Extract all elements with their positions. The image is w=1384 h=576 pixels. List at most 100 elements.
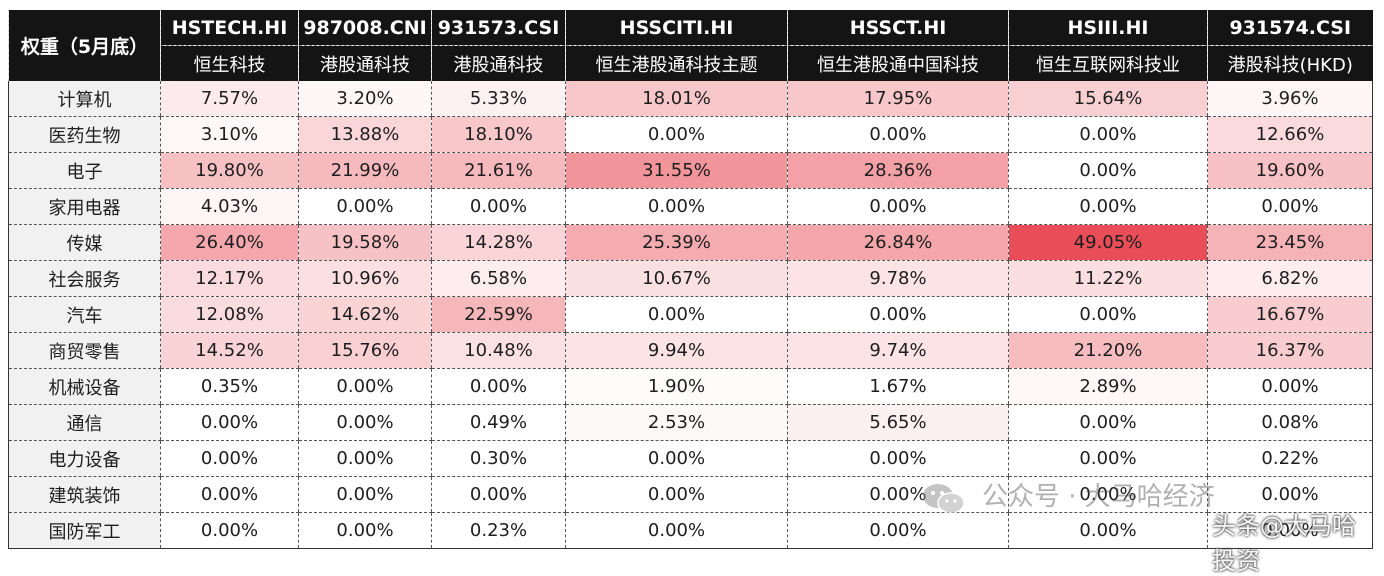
industry-label: 社会服务: [8, 260, 161, 297]
weight-cell: 5.33%: [431, 81, 566, 117]
industry-label: 机械设备: [8, 368, 161, 405]
weight-cell: 0.00%: [298, 368, 432, 405]
weight-cell: 0.00%: [1207, 512, 1373, 549]
column-name: 港股通科技: [298, 45, 432, 81]
weight-cell: 17.95%: [787, 81, 1009, 117]
table-row: 医药生物 3.10% 13.88% 18.10% 0.00% 0.00% 0.00% 12.6…: [8, 116, 1373, 153]
industry-label: 医药生物: [8, 116, 161, 153]
weight-cell: 21.20%: [1008, 332, 1208, 369]
weight-cell: 3.20%: [298, 81, 432, 117]
column-name: 港股科技(HKD): [1207, 45, 1373, 81]
weight-cell: 21.61%: [431, 152, 566, 189]
weight-cell: 5.65%: [787, 404, 1009, 441]
weight-cell: 0.00%: [1008, 476, 1208, 513]
industry-label: 电力设备: [8, 440, 161, 477]
table-row: 社会服务 12.17% 10.96% 6.58% 10.67% 9.78% 11.22% 6.…: [8, 260, 1373, 297]
weight-cell: 19.58%: [298, 224, 432, 261]
weight-table-container: 权重（5月底） HSTECH.HI 987008.CNI 931573.CSI …: [8, 10, 1373, 549]
weight-cell: 0.08%: [1207, 404, 1373, 441]
corner-label: 权重（5月底）: [8, 10, 161, 81]
table-row: 电力设备 0.00% 0.00% 0.30% 0.00% 0.00% 0.00% 0.22%: [8, 440, 1373, 477]
table-row: 家用电器 4.03% 0.00% 0.00% 0.00% 0.00% 0.00% 0.00%: [8, 188, 1373, 225]
weight-cell: 0.00%: [431, 368, 566, 405]
industry-label: 计算机: [8, 81, 161, 117]
weight-cell: 19.60%: [1207, 152, 1373, 189]
weight-cell: 0.30%: [431, 440, 566, 477]
weight-cell: 2.89%: [1008, 368, 1208, 405]
weight-cell: 14.62%: [298, 296, 432, 333]
weight-cell: 28.36%: [787, 152, 1009, 189]
weight-cell: 7.57%: [160, 81, 299, 117]
industry-label: 商贸零售: [8, 332, 161, 369]
table-row: 建筑装饰 0.00% 0.00% 0.00% 0.00% 0.00% 0.00% 0.00%: [8, 476, 1373, 513]
weight-cell: 6.82%: [1207, 260, 1373, 297]
weight-cell: 0.00%: [787, 476, 1009, 513]
weight-cell: 0.00%: [787, 296, 1009, 333]
weight-cell: 26.40%: [160, 224, 299, 261]
weight-cell: 0.00%: [160, 440, 299, 477]
weight-cell: 0.00%: [1008, 152, 1208, 189]
weight-cell: 0.00%: [565, 116, 788, 153]
table-row: 汽车 12.08% 14.62% 22.59% 0.00% 0.00% 0.00% 16.67…: [8, 296, 1373, 333]
weight-cell: 19.80%: [160, 152, 299, 189]
weight-cell: 9.94%: [565, 332, 788, 369]
weight-cell: 0.00%: [160, 512, 299, 549]
table-row: 通信 0.00% 0.00% 0.49% 2.53% 5.65% 0.00% 0.08%: [8, 404, 1373, 441]
weight-cell: 0.00%: [1207, 476, 1373, 513]
table-row: 商贸零售 14.52% 15.76% 10.48% 9.94% 9.74% 21.20% 16…: [8, 332, 1373, 369]
industry-label: 电子: [8, 152, 161, 189]
weight-cell: 0.00%: [298, 512, 432, 549]
weight-cell: 0.00%: [298, 476, 432, 513]
weight-cell: 0.00%: [565, 188, 788, 225]
column-code: HSIII.HI: [1008, 10, 1208, 46]
weight-cell: 2.53%: [565, 404, 788, 441]
weight-cell: 0.00%: [431, 476, 566, 513]
weight-cell: 49.05%: [1008, 224, 1208, 261]
table-row: 机械设备 0.35% 0.00% 0.00% 1.90% 1.67% 2.89% 0.00%: [8, 368, 1373, 405]
weight-cell: 16.67%: [1207, 296, 1373, 333]
table-row: 传媒 26.40% 19.58% 14.28% 25.39% 26.84% 49.05% 23…: [8, 224, 1373, 261]
column-code: HSSCT.HI: [787, 10, 1009, 46]
weight-cell: 0.00%: [298, 404, 432, 441]
weight-cell: 0.49%: [431, 404, 566, 441]
table-row: 电子 19.80% 21.99% 21.61% 31.55% 28.36% 0.00% 19.…: [8, 152, 1373, 189]
industry-label: 建筑装饰: [8, 476, 161, 513]
weight-cell: 12.08%: [160, 296, 299, 333]
column-code: 987008.CNI: [298, 10, 432, 46]
weight-cell: 21.99%: [298, 152, 432, 189]
weight-cell: 9.78%: [787, 260, 1009, 297]
weight-cell: 0.00%: [787, 116, 1009, 153]
weight-cell: 3.10%: [160, 116, 299, 153]
column-name: 恒生科技: [160, 45, 299, 81]
weight-cell: 0.00%: [787, 440, 1009, 477]
weight-cell: 10.96%: [298, 260, 432, 297]
weight-cell: 10.67%: [565, 260, 788, 297]
weight-cell: 0.00%: [160, 404, 299, 441]
weight-cell: 0.00%: [787, 512, 1009, 549]
weight-cell: 1.67%: [787, 368, 1009, 405]
table-row: 国防军工 0.00% 0.00% 0.23% 0.00% 0.00% 0.00% 0.00%: [8, 512, 1373, 549]
weight-cell: 11.22%: [1008, 260, 1208, 297]
weight-cell: 12.66%: [1207, 116, 1373, 153]
weight-cell: 4.03%: [160, 188, 299, 225]
weight-cell: 23.45%: [1207, 224, 1373, 261]
industry-label: 传媒: [8, 224, 161, 261]
weight-cell: 0.00%: [160, 476, 299, 513]
weight-cell: 0.00%: [565, 296, 788, 333]
weight-cell: 0.22%: [1207, 440, 1373, 477]
weight-cell: 22.59%: [431, 296, 566, 333]
table-row: 计算机 7.57% 3.20% 5.33% 18.01% 17.95% 15.64% 3.96…: [8, 81, 1373, 117]
weight-cell: 31.55%: [565, 152, 788, 189]
weight-cell: 0.00%: [298, 188, 432, 225]
industry-weight-table: 权重（5月底） HSTECH.HI 987008.CNI 931573.CSI …: [8, 10, 1373, 549]
weight-cell: 10.48%: [431, 332, 566, 369]
column-name: 恒生互联网科技业: [1008, 45, 1208, 81]
weight-cell: 25.39%: [565, 224, 788, 261]
weight-cell: 0.00%: [565, 476, 788, 513]
weight-cell: 3.96%: [1207, 81, 1373, 117]
weight-cell: 0.00%: [1008, 296, 1208, 333]
weight-cell: 6.58%: [431, 260, 566, 297]
weight-cell: 14.52%: [160, 332, 299, 369]
weight-cell: 18.01%: [565, 81, 788, 117]
weight-cell: 0.00%: [565, 512, 788, 549]
